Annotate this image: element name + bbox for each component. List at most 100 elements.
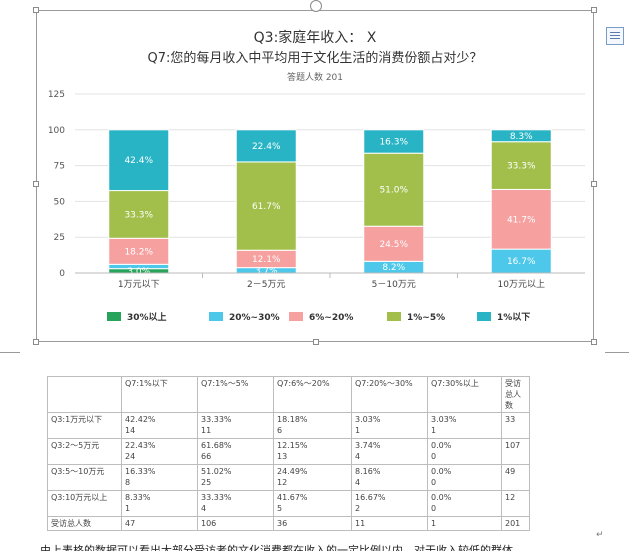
resize-handle-br[interactable] [591,339,597,345]
row-total: 12 [501,490,530,517]
cell-percent: 18.18% [277,415,308,424]
table-row: Q3:1万元以下 42.42% 14 33.33% 11 18.18% 6 3.03%… [47,412,530,439]
legend-swatch [289,312,303,321]
layout-options-icon[interactable] [606,27,624,45]
cell-count: 1 [355,426,361,435]
bar-segment [108,129,170,192]
cell-count: 4 [355,478,361,487]
bar-segment [490,188,552,250]
resize-handle-tr[interactable] [591,7,597,13]
cell-percent: 3.03% [355,415,381,424]
cell-percent: 0.0% [431,467,452,476]
cell-percent: 24.49% [277,467,308,476]
page-guide-line [0,352,20,353]
resize-handle-bm[interactable] [313,339,319,345]
cell-percent: 0.0% [431,493,452,502]
chart-title: Q3:家庭年收入： X [254,29,377,46]
row-total: 107 [501,438,530,465]
bar-segment [363,225,425,262]
cell-count: 24 [125,452,136,461]
x-tick-label: 2－5万元 [247,280,285,290]
table-cell: 8.16% 4 [351,464,428,491]
page-guide-line [605,352,629,353]
cell-percent: 12.15% [277,441,308,450]
resize-handle-ml[interactable] [33,181,39,187]
cell-percent: 22.43% [125,441,156,450]
cell-count: 8 [125,478,131,487]
cell-count: 4 [201,504,207,513]
cell-count: 4 [355,452,361,461]
resize-handle-mr[interactable] [591,181,597,187]
total-cell: 106 [197,516,274,531]
cell-percent: 61.68% [201,441,232,450]
data-label: 3.0% [127,267,150,277]
table-cell: 16.33% 8 [121,464,198,491]
y-tick-label: 0 [59,269,65,279]
cell-percent: 16.33% [125,467,156,476]
table-header-cell: Q7:6%～20% [273,376,352,413]
legend-swatch [477,312,491,321]
cell-count: 12 [277,478,288,487]
table-cell: 33.33% 11 [197,412,274,439]
data-label: 8.3% [510,132,533,142]
legend-label: 30%以上 [127,311,167,323]
cell-percent: 3.74% [355,441,381,450]
cell-percent: 33.33% [201,493,232,502]
table-row: Q3:2～5万元 22.43% 24 61.68% 66 12.15% 13 3.74… [47,438,530,465]
bar-segment [108,237,170,265]
x-tick-label: 10万元以上 [498,279,545,290]
bar-segment [235,129,297,163]
data-label: 8.2% [382,263,405,273]
legend-swatch [107,312,121,321]
paragraph-return-mark: ↵ [596,530,604,540]
table-cell: 51.02% 25 [197,464,274,491]
table-cell: 0.0% 0 [427,438,502,465]
legend-label: 1%~5% [407,313,445,323]
total-cell: 201 [501,516,530,531]
cell-percent: 51.02% [201,467,232,476]
row-label: Q3:2～5万元 [47,438,122,465]
bar-segment [490,141,552,190]
table-header-cell [47,376,122,413]
data-label: 33.3% [124,210,153,220]
table-cell: 61.68% 66 [197,438,274,465]
chart-frame[interactable]: Q3:家庭年收入： X Q7:您的每月收入中平均用于文化生活的消费份额占对少？ … [33,7,597,345]
data-label: 18.2% [124,247,153,257]
cell-percent: 0.0% [431,441,452,450]
data-label: 41.7% [507,215,536,225]
table-header-cell: Q7:30%以上 [427,376,502,413]
table-cell: 0.0% 0 [427,490,502,517]
total-cell: 1 [427,516,502,531]
legend-swatch [209,312,223,321]
table-cell: 12.15% 13 [273,438,352,465]
y-tick-label: 100 [48,126,65,136]
y-tick-label: 125 [48,90,65,100]
table-header-cell: Q7:1%以下 [121,376,198,413]
row-label: Q3:5～10万元 [47,464,122,491]
resize-handle-bl[interactable] [33,339,39,345]
table-cell: 24.49% 12 [273,464,352,491]
resize-handle-tl[interactable] [33,7,39,13]
chart-caption: 答题人数 201 [287,71,343,83]
data-label: 16.3% [379,137,408,147]
y-tick-label: 75 [54,162,65,172]
rotate-handle[interactable] [310,0,322,12]
chart-subtitle: Q7:您的每月收入中平均用于文化生活的消费份额占对少？ [148,50,483,66]
data-label: 24.5% [379,240,408,250]
data-label: 12.1% [252,255,281,265]
table-header-cell: 受访总人数 [501,376,530,413]
total-cell: 47 [121,516,198,531]
table-cell: 22.43% 24 [121,438,198,465]
y-tick-label: 25 [54,233,65,243]
data-label: 33.3% [507,162,536,172]
table-cell: 16.67% 2 [351,490,428,517]
cell-count: 1 [125,504,131,513]
bar-segment [363,129,425,154]
cell-count: 14 [125,426,136,435]
data-table: Q7:1%以下 Q7:1%～5% Q7:6%～20% Q7:20%～30% Q7… [47,376,530,531]
cell-percent: 33.33% [201,415,232,424]
chart-svg: Q3:家庭年收入： X Q7:您的每月收入中平均用于文化生活的消费份额占对少？ … [48,29,585,323]
total-label: 受访总人数 [47,516,122,531]
table-row: Q3:5～10万元 16.33% 8 51.02% 25 24.49% 12 8.16… [47,464,530,491]
body-text-clipped: 由上表格的数据可以看出大部分受访者的文化消费都在收入的一定比例以内，对于收入较低… [40,544,513,551]
